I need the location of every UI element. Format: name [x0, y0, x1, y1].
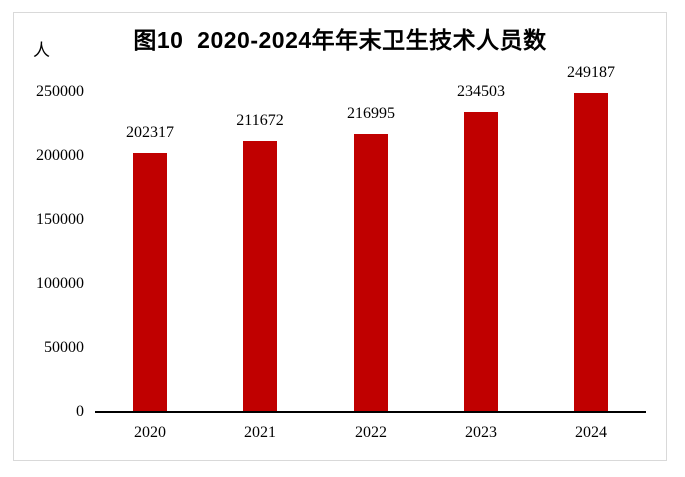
- bar-value-label: 211672: [236, 112, 284, 129]
- x-category-label: 2020: [134, 424, 166, 441]
- y-tick-label: 50000: [44, 339, 84, 356]
- x-category-label: 2022: [355, 424, 387, 441]
- y-axis-unit-label: 人: [33, 41, 50, 60]
- y-tick-label: 200000: [36, 147, 84, 164]
- x-category-label: 2023: [465, 424, 497, 441]
- y-tick-label: 150000: [36, 211, 84, 228]
- chart-frame-border: [13, 12, 667, 461]
- chart-title: 图10 2020-2024年年末卫生技术人员数: [133, 27, 547, 53]
- y-tick-label: 0: [76, 403, 84, 420]
- bar-2024: [574, 93, 608, 412]
- y-tick-label: 250000: [36, 83, 84, 100]
- x-axis-line: [95, 411, 646, 413]
- bar-2021: [243, 141, 277, 412]
- x-category-label: 2021: [244, 424, 276, 441]
- bar-value-label: 216995: [347, 105, 395, 122]
- bar-value-label: 202317: [126, 124, 174, 141]
- x-category-label: 2024: [575, 424, 607, 441]
- bar-value-label: 234503: [457, 83, 505, 100]
- bar-value-label: 249187: [567, 64, 615, 81]
- bar-2022: [354, 134, 388, 412]
- y-tick-label: 100000: [36, 275, 84, 292]
- bar-2020: [133, 153, 167, 412]
- bar-2023: [464, 112, 498, 412]
